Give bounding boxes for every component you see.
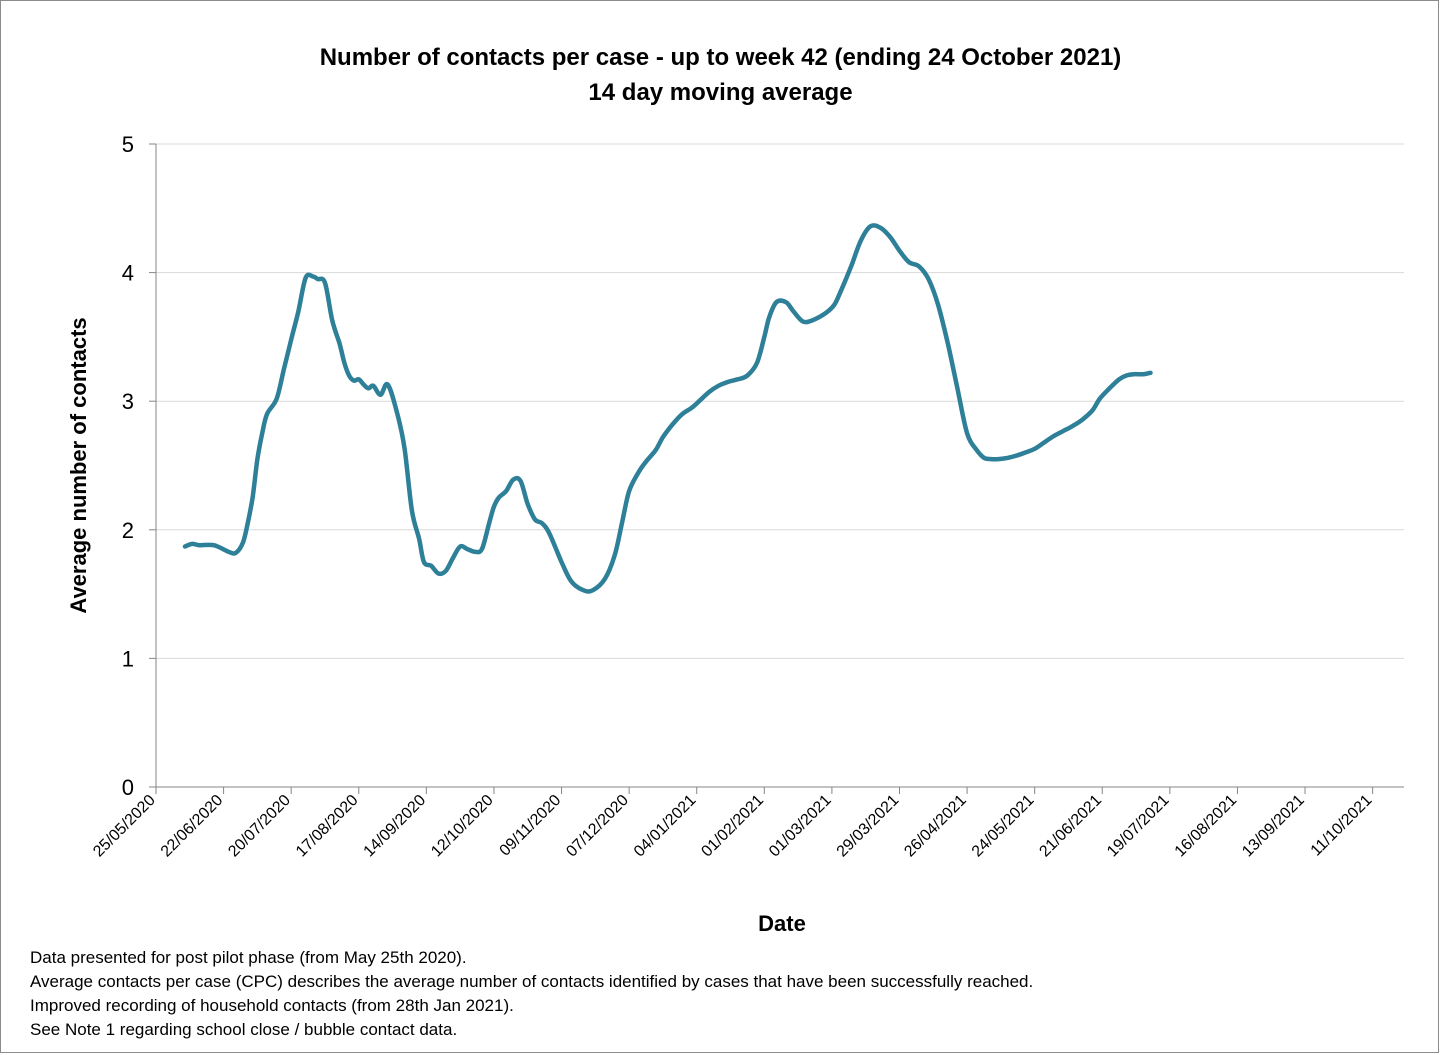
- y-axis-title: Average number of contacts: [66, 317, 91, 613]
- x-tick-label: 17/08/2020: [293, 792, 362, 861]
- x-tick-label: 04/01/2021: [631, 792, 700, 861]
- x-tick-label: 29/03/2021: [834, 792, 903, 861]
- footnote: Average contacts per case (CPC) describe…: [30, 972, 1034, 991]
- chart-subtitle: 14 day moving average: [588, 79, 853, 106]
- x-tick-label: 24/05/2021: [969, 792, 1038, 861]
- x-tick-label: 01/03/2021: [766, 792, 835, 861]
- chart-title: Number of contacts per case - up to week…: [319, 44, 1122, 71]
- x-tick-label: 20/07/2020: [225, 792, 294, 861]
- footnotes: Data presented for post pilot phase (fro…: [30, 946, 1033, 1042]
- x-tick-label: 16/08/2021: [1172, 792, 1241, 861]
- x-tick-label: 09/11/2020: [497, 792, 565, 860]
- x-tick-label: 12/10/2020: [428, 792, 497, 861]
- x-tick-label: 07/12/2020: [563, 792, 632, 861]
- y-tick-label: 5: [122, 132, 134, 157]
- x-tick-label: 14/09/2020: [361, 792, 430, 861]
- line-chart: 0 1 2 3 4 5 25/05/202022/06/202020/07/202017/0…: [66, 132, 1404, 936]
- x-tick-label: 19/07/2021: [1104, 792, 1173, 861]
- x-tick-label: 26/04/2021: [901, 792, 970, 861]
- x-tick-label: 25/05/2020: [90, 792, 159, 861]
- footnote: See Note 1 regarding school close / bubb…: [30, 1020, 458, 1039]
- x-tick-label: 13/09/2021: [1239, 792, 1308, 861]
- y-tick-label: 2: [122, 518, 134, 543]
- x-axis-title: Date: [758, 911, 806, 936]
- series-line: [182, 223, 1153, 594]
- x-tick-label: 21/06/2021: [1036, 792, 1105, 861]
- footnote: Data presented for post pilot phase (fro…: [30, 948, 467, 967]
- x-tick-label: 11/10/2021: [1308, 792, 1376, 860]
- x-tick-label: 22/06/2020: [158, 792, 227, 861]
- y-tick-label: 1: [122, 646, 134, 671]
- x-tick-label: 01/02/2021: [698, 792, 767, 861]
- y-tick-label: 4: [122, 261, 134, 286]
- y-tick-label: 0: [122, 775, 134, 800]
- y-tick-label: 3: [122, 389, 134, 414]
- footnote: Improved recording of household contacts…: [30, 996, 514, 1015]
